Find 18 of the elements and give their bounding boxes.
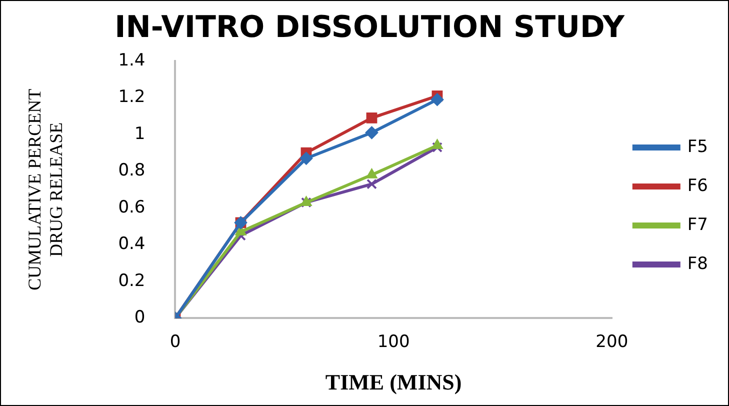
y-tick-label: 0.4 [118, 234, 146, 254]
y-tick-label: 1.4 [118, 50, 146, 70]
x-tick-label: 100 [377, 332, 410, 352]
x-axis-title: TIME (MINS) [325, 369, 462, 394]
x-tick-label: 200 [596, 332, 628, 352]
chart-title: IN-VITRO DISSOLUTION STUDY [114, 10, 626, 45]
y-tick-label: 0.6 [118, 197, 146, 218]
legend-label: F5 [687, 136, 708, 157]
y-tick-label: 0.8 [118, 160, 146, 181]
legend-label: F8 [687, 254, 708, 274]
x-tick-label: 0 [170, 332, 181, 352]
y-tick-label: 0 [134, 308, 146, 328]
legend-label: F6 [687, 176, 708, 196]
y-tick-label: 0.2 [118, 270, 146, 291]
y-tick-label: 1.2 [118, 87, 146, 108]
y-axis-title: CUMULATIVE PERCENT DRUG RELEASE [24, 88, 66, 290]
legend-label: F7 [687, 214, 708, 235]
y-tick-label: 1 [134, 124, 146, 144]
